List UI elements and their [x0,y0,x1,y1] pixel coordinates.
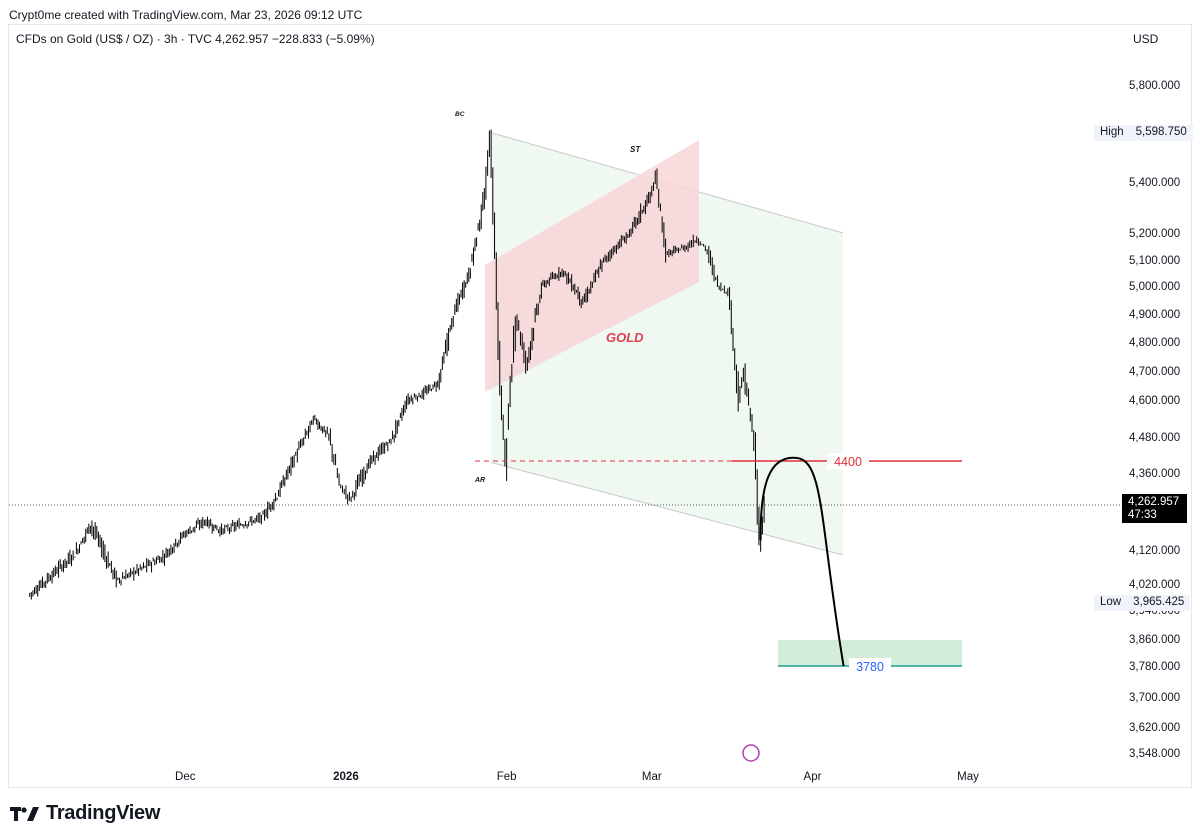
bar-countdown: 47:33 [1128,509,1157,521]
y-tick-label: 4,800.000 [1129,337,1180,349]
x-tick-label: Apr [804,771,822,783]
chart-credit: Crypt0me created with TradingView.com, M… [9,8,363,22]
y-tick-label: 4,360.000 [1129,468,1180,480]
tradingview-logo-icon [10,806,39,821]
projection-curve [759,456,845,667]
y-tick-label: 5,800.000 [1129,80,1180,92]
x-tick-label: Mar [642,771,662,783]
y-tick-label: 5,200.000 [1129,228,1180,240]
y-tick-label: 4,700.000 [1129,366,1180,378]
low-value: 3,965.425 [1127,595,1191,611]
label-ar: AR [474,477,485,484]
low-label: Low [1100,596,1122,608]
y-tick-label: 4,900.000 [1129,309,1180,321]
level-3780-label: 3780 [856,660,884,674]
x-tick-label: 2026 [333,771,359,783]
currency-label[interactable]: USD [1133,32,1159,46]
brand-name: TradingView [46,802,161,824]
x-tick-label: Dec [175,771,196,783]
label-st: ST [630,145,641,154]
y-tick-label: 5,000.000 [1129,281,1180,293]
level-3780-label-bg [849,658,891,674]
symbol-info[interactable]: CFDs on Gold (US$ / OZ) · 3h · TVC 4,262… [16,32,375,46]
low-marker: Low 3,965.425 [1094,595,1191,611]
y-tick-label: 3,548.000 [1129,748,1180,760]
y-tick-label: 3,700.000 [1129,692,1180,704]
chart-frame [8,24,1192,788]
level-4400-label-bg [827,453,869,469]
current-price-tag: 4,262.957 47:33 [1122,494,1187,523]
channel-lower-line [490,462,844,556]
y-tick-label: 4,480.000 [1129,432,1180,444]
level-4400-label: 4400 [834,455,862,469]
high-label: High [1100,126,1124,138]
label-gold: GOLD [606,330,644,345]
tradingview-logo[interactable]: TradingView [10,802,160,825]
high-value: 5,598.750 [1129,125,1193,141]
x-tick-label: Feb [497,771,517,783]
y-tick-label: 4,020.000 [1129,579,1180,591]
current-price-value: 4,262.957 [1128,496,1180,508]
high-marker: High 5,598.750 [1094,125,1193,141]
x-tick-label: May [957,771,979,783]
y-tick-label: 5,100.000 [1129,255,1180,267]
y-tick-label: 3,860.000 [1129,634,1180,646]
y-tick-label: 4,600.000 [1129,395,1180,407]
y-tick-label: 5,400.000 [1129,177,1180,189]
lightning-icon [742,744,760,762]
label-bc: BC [455,111,465,118]
y-tick-label: 4,120.000 [1129,545,1180,557]
y-tick-label: 3,780.000 [1129,661,1180,673]
y-tick-label: 3,620.000 [1129,722,1180,734]
